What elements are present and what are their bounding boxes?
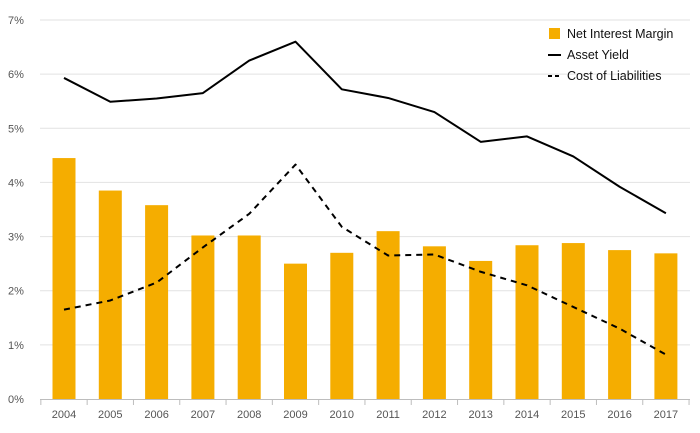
- x-tick-label: 2012: [422, 409, 446, 421]
- bar-2017: [654, 253, 678, 399]
- bar-2006: [145, 205, 169, 399]
- bar-2009: [284, 263, 307, 399]
- x-tick-label: 2007: [191, 409, 215, 421]
- y-tick-label: 3%: [8, 232, 24, 244]
- x-tick-label: 2004: [52, 409, 76, 421]
- bar-2010: [330, 252, 354, 399]
- legend-label-net-interest-margin: Net Interest Margin: [567, 27, 673, 41]
- cost-of-liabilities-line: [63, 163, 667, 356]
- x-axis: 2004 2005 2006 2007 2008 2009 2010 2011 2012 2013…: [40, 399, 690, 421]
- bar-2013: [469, 260, 493, 399]
- bar-2004: [52, 158, 76, 399]
- y-tick-label: 1%: [8, 340, 24, 352]
- x-tick-label: 2010: [330, 409, 354, 421]
- legend-label-cost-of-liabilities: Cost of Liabilities: [567, 69, 662, 83]
- legend-swatch-net-interest-margin: [549, 28, 560, 39]
- x-tick-label: 2011: [376, 409, 400, 421]
- bar-2015: [561, 243, 585, 399]
- y-axis-ticks: 0% 1% 2% 3% 4% 5% 6% 7%: [8, 15, 24, 406]
- x-tick-label: 2008: [237, 409, 261, 421]
- bar-2014: [515, 245, 539, 399]
- y-tick-label: 5%: [8, 123, 24, 135]
- bar-series: [52, 158, 678, 399]
- x-tick-label: 2013: [468, 409, 492, 421]
- legend: Net Interest Margin Asset Yield Cost of …: [548, 27, 673, 83]
- y-tick-label: 7%: [8, 15, 24, 27]
- bar-2008: [237, 235, 261, 399]
- bar-2007: [191, 235, 215, 399]
- legend-label-asset-yield: Asset Yield: [567, 48, 629, 62]
- x-tick-label: 2009: [283, 409, 307, 421]
- x-tick-label: 2016: [607, 409, 631, 421]
- x-tick-label: 2017: [654, 409, 678, 421]
- asset-yield-line: [63, 40, 667, 215]
- y-tick-label: 6%: [8, 69, 24, 81]
- y-tick-label: 4%: [8, 177, 24, 189]
- bar-2012: [422, 246, 446, 399]
- bar-2016: [608, 250, 632, 399]
- x-tick-label: 2015: [561, 409, 585, 421]
- bar-2011: [376, 231, 400, 399]
- line-series: [63, 40, 667, 356]
- y-tick-label: 0%: [8, 394, 24, 406]
- x-tick-label: 2006: [144, 409, 168, 421]
- bar-2005: [98, 190, 122, 399]
- x-tick-label: 2005: [98, 409, 122, 421]
- y-tick-label: 2%: [8, 286, 24, 298]
- x-tick-label: 2014: [515, 409, 539, 421]
